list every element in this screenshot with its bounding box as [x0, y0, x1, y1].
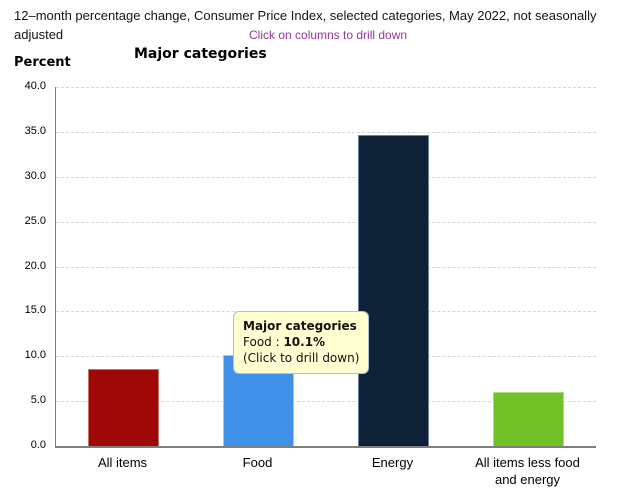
gridline — [56, 266, 596, 268]
chart-title: Major categories — [134, 46, 267, 62]
y-tick-label: 30.0 — [24, 169, 46, 182]
y-tick-label: 5.0 — [30, 394, 46, 407]
page-title: 12–month percentage change, Consumer Pri… — [14, 8, 597, 42]
bar-energy[interactable] — [358, 135, 429, 446]
y-tick-label: 35.0 — [24, 124, 46, 137]
x-axis-label: All items less food and energy — [475, 455, 580, 487]
tooltip-hint: (Click to drill down) — [243, 351, 360, 365]
gridline — [56, 176, 596, 178]
plot-area — [55, 87, 596, 448]
gridline — [56, 131, 596, 133]
y-tick-label: 0.0 — [30, 439, 46, 451]
y-tick-label: 15.0 — [24, 304, 46, 317]
tooltip-value-line: Food : 10.1% — [243, 334, 359, 350]
y-tick-label: 10.0 — [24, 349, 46, 362]
x-axis-label: Food — [242, 455, 273, 470]
y-tick-label: 25.0 — [24, 214, 46, 227]
drilldown-instruction: Click on columns to drill down — [249, 28, 408, 42]
chart-area: 0.0 5.0 10.0 15.0 20.0 25.0 30.0 35.0 40.0 All it… — [0, 80, 644, 487]
y-tick-label: 40.0 — [24, 80, 46, 92]
x-axis-label: All items — [97, 455, 148, 470]
gridline — [56, 87, 596, 88]
tooltip: Major categories Food : 10.1% (Click to … — [233, 311, 370, 374]
y-axis-title: Percent — [14, 55, 71, 70]
y-tick-label: 20.0 — [24, 259, 46, 272]
x-axis-label: Energy — [371, 455, 414, 470]
bar-all-items-less-food-and-energy[interactable] — [493, 392, 564, 446]
tooltip-series-label: Food — [243, 335, 272, 349]
tooltip-title: Major categories — [243, 319, 357, 333]
gridline — [56, 221, 596, 223]
tooltip-separator: : — [271, 335, 284, 349]
bar-all-items[interactable] — [88, 368, 159, 446]
gridline — [56, 401, 596, 403]
tooltip-value: 10.1% — [283, 335, 326, 349]
